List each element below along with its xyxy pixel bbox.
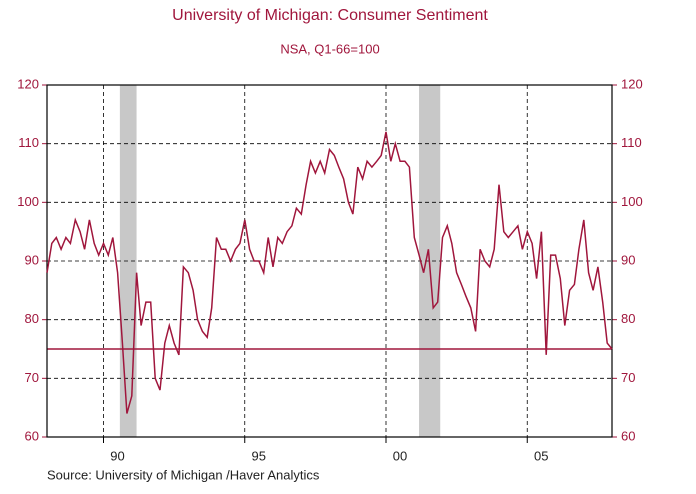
y-tick-label: 90 xyxy=(25,252,39,267)
x-tick-label: 00 xyxy=(393,448,407,463)
x-tick-label: 05 xyxy=(534,448,548,463)
y2-tick-label: 100 xyxy=(621,194,643,209)
y2-tick-label: 60 xyxy=(621,428,635,443)
x-tick-label: 90 xyxy=(110,448,124,463)
chart-subtitle: NSA, Q1-66=100 xyxy=(280,41,379,56)
plot-frame xyxy=(46,84,613,438)
x-tick-label: 95 xyxy=(252,448,266,463)
y-tick-label: 60 xyxy=(25,428,39,443)
y2-tick-label: 80 xyxy=(621,311,635,326)
y2-tick-label: 70 xyxy=(621,370,635,385)
source-note: Source: University of Michigan /Haver An… xyxy=(47,467,320,482)
y2-tick-label: 120 xyxy=(621,76,643,91)
y2-tick-label: 90 xyxy=(621,252,635,267)
chart-title: University of Michigan: Consumer Sentime… xyxy=(172,7,488,24)
y2-tick-label: 110 xyxy=(621,135,642,150)
y-tick-label: 80 xyxy=(25,311,39,326)
y-tick-label: 100 xyxy=(17,194,39,209)
y-tick-label: 110 xyxy=(18,135,39,150)
y-tick-label: 70 xyxy=(25,370,39,385)
series-line xyxy=(46,131,613,414)
y-tick-label: 120 xyxy=(17,76,39,91)
